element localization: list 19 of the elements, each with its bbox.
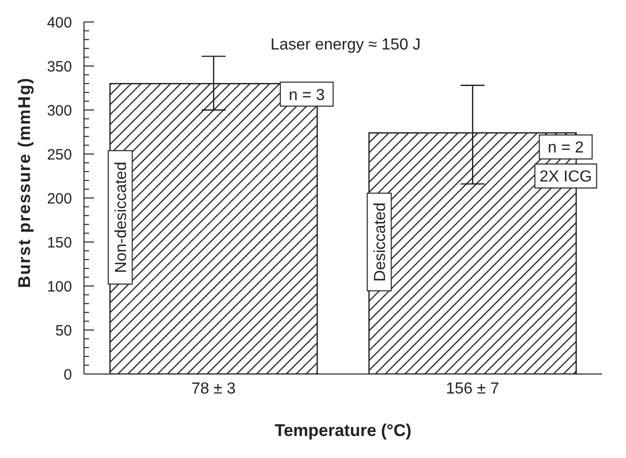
y-tick-label: 200 [46, 190, 72, 208]
y-tick-label: 0 [64, 366, 72, 384]
y-axis-title: Burst pressure (mmHg) [15, 77, 34, 288]
y-tick-label: 300 [46, 102, 72, 120]
annotation: Laser energy ≈ 150 J [270, 36, 421, 54]
y-tick-label: 150 [46, 234, 72, 252]
annotation: Non-desiccated [112, 162, 130, 273]
y-tick-label: 250 [46, 146, 72, 164]
y-tick-label: 400 [46, 14, 72, 32]
annotation: 2X ICG [540, 168, 592, 186]
y-tick-label: 50 [55, 322, 72, 340]
annotation: n = 3 [288, 86, 325, 104]
x-tick-label: 78 ± 3 [191, 380, 236, 398]
x-tick-label: 156 ± 7 [446, 380, 500, 398]
y-tick-label: 100 [46, 278, 72, 296]
annotation: Desiccated [372, 202, 389, 282]
annotation: n = 2 [548, 140, 584, 157]
y-tick-label: 350 [46, 58, 72, 76]
x-axis-title: Temperature (°C) [274, 421, 412, 440]
